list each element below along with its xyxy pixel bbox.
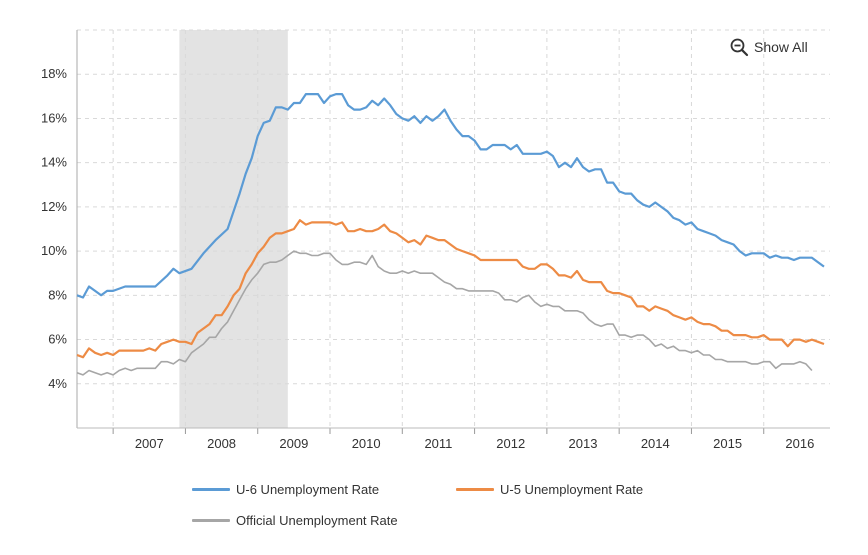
y-tick-label: 8% — [48, 287, 67, 302]
x-tick-label: 2015 — [713, 436, 742, 451]
legend-item-u5[interactable]: U-5 Unemployment Rate — [456, 482, 643, 497]
x-tick-label: 2013 — [569, 436, 598, 451]
legend-label-u6: U-6 Unemployment Rate — [236, 482, 380, 497]
show-all-button[interactable]: Show All — [730, 36, 808, 58]
x-tick-label: 2011 — [424, 436, 452, 451]
x-tick-label: 2007 — [135, 436, 164, 451]
series-line-official — [76, 250, 813, 376]
y-tick-label: 4% — [48, 376, 67, 391]
legend-label-official: Official Unemployment Rate — [236, 513, 398, 528]
x-tick-label: 2012 — [496, 436, 525, 451]
x-tick-label: 2010 — [352, 436, 381, 451]
chart-legend: U-6 Unemployment Rate U-5 Unemployment R… — [0, 478, 868, 538]
legend-label-u5: U-5 Unemployment Rate — [500, 482, 644, 497]
series-line-u6 — [76, 93, 825, 299]
x-tick-label: 2016 — [785, 436, 814, 451]
x-tick-label: 2008 — [207, 436, 236, 451]
y-tick-label: 6% — [48, 332, 67, 347]
y-tick-label: 10% — [41, 243, 67, 258]
legend-swatch-official — [192, 519, 230, 522]
series-line-u5 — [76, 219, 825, 359]
y-tick-label: 14% — [41, 155, 67, 170]
x-tick-label: 2009 — [279, 436, 308, 451]
x-tick-label: 2014 — [641, 436, 670, 451]
recession-band — [179, 30, 288, 428]
y-tick-label: 16% — [41, 110, 67, 125]
legend-item-u6[interactable]: U-6 Unemployment Rate — [192, 482, 379, 497]
show-all-label: Show All — [754, 39, 808, 55]
legend-swatch-u5 — [456, 488, 494, 491]
legend-item-official[interactable]: Official Unemployment Rate — [192, 513, 398, 528]
legend-swatch-u6 — [192, 488, 230, 491]
y-tick-label: 12% — [41, 199, 67, 214]
y-tick-label: 18% — [41, 66, 67, 81]
zoom-out-icon — [730, 38, 749, 56]
